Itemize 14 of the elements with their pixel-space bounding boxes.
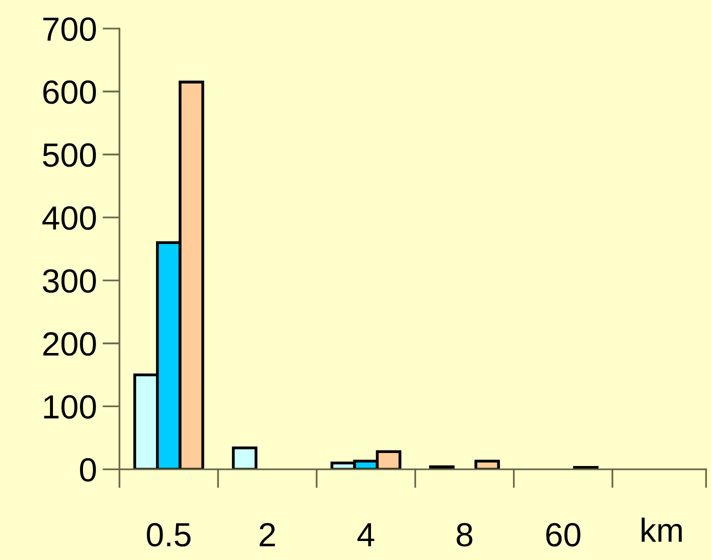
x-tick-label: 2 [260, 522, 275, 546]
y-tick-label: 400 [42, 206, 96, 230]
y-tick-label: 300 [42, 269, 96, 293]
x-tick-label: 8 [456, 522, 472, 547]
x-tick-label: 4 [357, 523, 374, 546]
y-tick-label: 600 [43, 80, 96, 104]
y-tick-label: 200 [43, 332, 96, 356]
x-tick-label: 0.5 [146, 522, 191, 547]
y-tick-label: 0 [80, 458, 96, 482]
x-axis-title: km [642, 518, 682, 542]
y-tick-label: 100 [44, 395, 96, 419]
y-tick-label: 500 [42, 143, 96, 167]
y-tick-label: 700 [43, 17, 96, 41]
x-tick-label: 60 [546, 522, 580, 547]
